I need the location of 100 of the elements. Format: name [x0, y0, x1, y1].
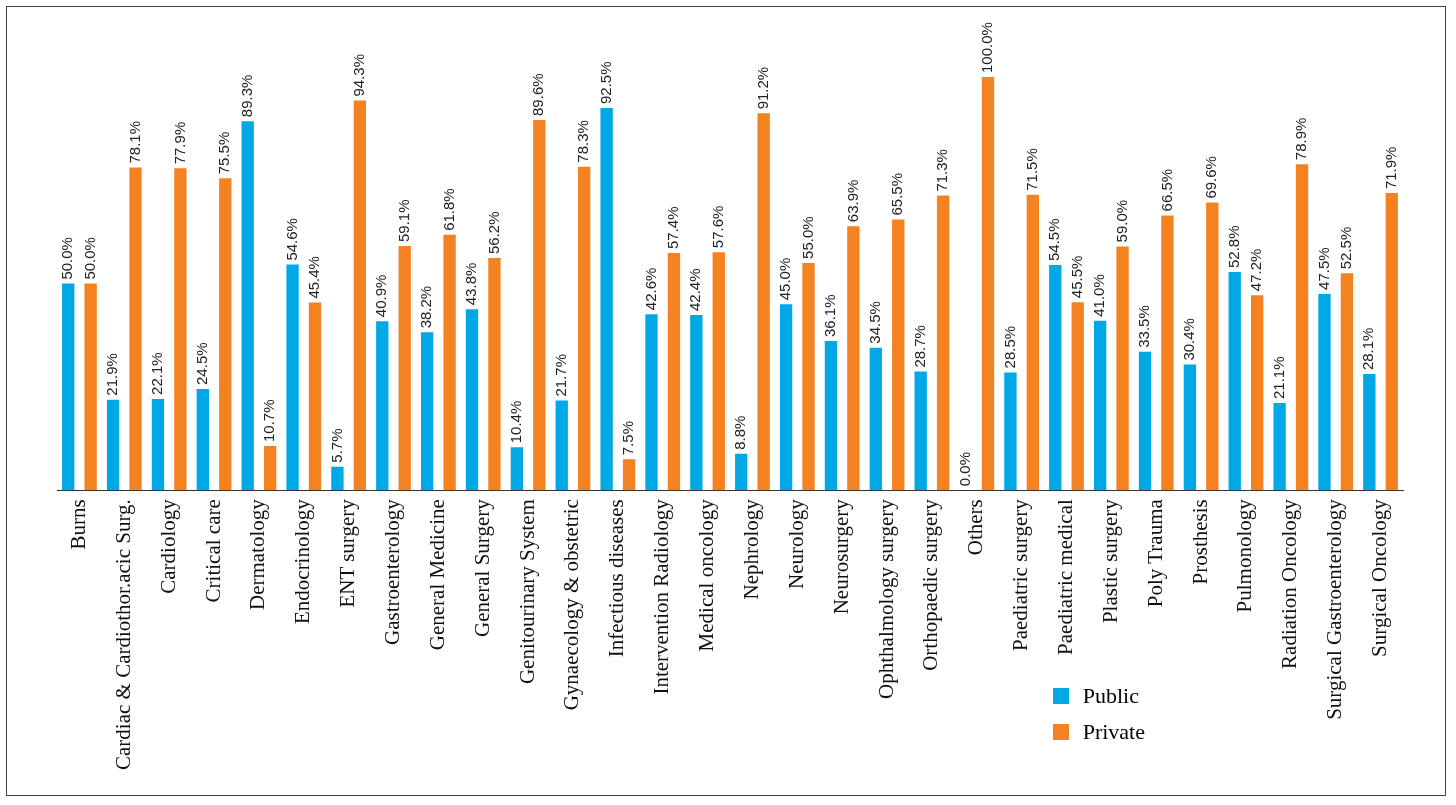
data-label: 54.6% [282, 218, 300, 261]
x-tick-label: Burns [65, 499, 90, 550]
bar [667, 253, 681, 491]
bar [533, 119, 546, 491]
x-tick-label: General Medicine [424, 499, 449, 651]
bar [622, 459, 636, 491]
x-tick-label: Gynaecology & obstetric [559, 499, 584, 711]
legend-label: Private [1082, 719, 1145, 745]
data-label: 89.6% [529, 73, 547, 116]
data-label: 78.1% [125, 120, 143, 164]
data-label: 50.0% [80, 237, 98, 280]
data-label: 38.2% [417, 285, 435, 329]
bar [892, 219, 905, 491]
data-label: 28.1% [1359, 327, 1377, 371]
bar [1295, 164, 1309, 491]
x-tick-label: Neurology [783, 498, 808, 590]
bar [129, 167, 142, 491]
bar [196, 388, 209, 491]
bar [1363, 374, 1376, 491]
bar [1340, 273, 1354, 491]
bar [1004, 372, 1017, 491]
bar [488, 257, 501, 491]
bar [151, 398, 165, 491]
bar [1093, 320, 1107, 491]
data-label: 7.5% [619, 421, 637, 456]
data-label: 41.0% [1090, 274, 1108, 317]
data-label: 78.9% [1292, 117, 1310, 161]
data-label: 28.7% [910, 325, 928, 368]
data-label: 55.0% [798, 216, 816, 259]
data-label: 42.4% [686, 268, 704, 312]
bar [308, 302, 322, 491]
data-label: 71.5% [1022, 148, 1040, 191]
data-label: 30.4% [1180, 318, 1198, 361]
data-label: 66.5% [1157, 168, 1175, 212]
x-tick-label: Radiation Oncology [1277, 498, 1302, 669]
bar [981, 77, 995, 491]
bar [757, 113, 770, 491]
bar [1273, 403, 1286, 491]
x-tick-label: Gastroenterology [380, 498, 405, 645]
x-tick-label: Genitourinary System [514, 499, 539, 685]
bar [1251, 295, 1264, 491]
data-label: 5.7% [327, 428, 345, 463]
x-tick-label: Surgical Oncology [1367, 498, 1392, 657]
bar [443, 234, 456, 491]
data-label: 71.9% [1381, 146, 1399, 190]
data-label: 24.5% [192, 342, 210, 385]
bar [1071, 302, 1084, 491]
bar [1138, 351, 1152, 491]
x-tick-label: Others [963, 499, 988, 556]
bar [398, 246, 411, 491]
data-label: 22.1% [148, 352, 166, 395]
bar [1385, 193, 1398, 491]
data-label: 42.6% [641, 267, 659, 311]
bar [1206, 202, 1219, 491]
bar [420, 332, 434, 491]
data-label: 59.0% [1112, 199, 1130, 243]
x-tick-label: Nephrology [738, 498, 763, 600]
data-label: 10.7% [260, 399, 278, 442]
data-label: 0.0% [955, 452, 973, 487]
bar [645, 314, 658, 491]
data-label: 89.3% [237, 74, 255, 118]
bar [219, 178, 232, 491]
x-tick-label: Paediatric surgery [1008, 498, 1033, 652]
x-tick-label: General Surgery [469, 498, 494, 638]
bar [62, 283, 75, 491]
x-tick-label: Neurosurgery [828, 498, 853, 615]
data-label: 33.5% [1135, 305, 1153, 348]
data-label: 52.8% [1224, 225, 1242, 269]
x-tick-label: Intervention Radiology [649, 498, 674, 695]
data-label: 21.7% [551, 353, 569, 397]
x-tick-label: Poly Trauma [1142, 498, 1167, 608]
bar [510, 447, 524, 491]
bar [914, 371, 927, 491]
bar [802, 262, 815, 491]
data-label: 54.5% [1045, 218, 1063, 262]
bar [353, 100, 367, 491]
x-tick-label: Cardiac & Cardiothor.acic Surg. [110, 499, 135, 770]
bar [1318, 293, 1331, 491]
data-label: 69.6% [1202, 156, 1220, 199]
data-label: 59.1% [394, 199, 412, 242]
data-label: 56.2% [484, 211, 502, 254]
x-tick-label: Cardiology [155, 498, 180, 594]
bar [690, 315, 703, 491]
data-label: 61.8% [439, 188, 457, 231]
x-tick-label: Prosthesis [1187, 499, 1212, 585]
bar [1183, 364, 1197, 491]
x-tick-label: Plastic surgery [1097, 498, 1122, 624]
data-label: 57.6% [708, 205, 726, 249]
x-tick-label: Pulmonology [1232, 498, 1257, 613]
bar [578, 166, 591, 491]
bar [735, 453, 748, 491]
bar [241, 121, 254, 491]
data-label: 47.2% [1247, 248, 1265, 292]
data-label: 52.5% [1337, 226, 1355, 270]
bar [936, 195, 950, 491]
bar [1228, 272, 1241, 491]
data-label: 45.0% [776, 257, 794, 301]
bar [779, 304, 793, 491]
data-label: 71.3% [933, 149, 951, 192]
bar [1161, 215, 1174, 491]
